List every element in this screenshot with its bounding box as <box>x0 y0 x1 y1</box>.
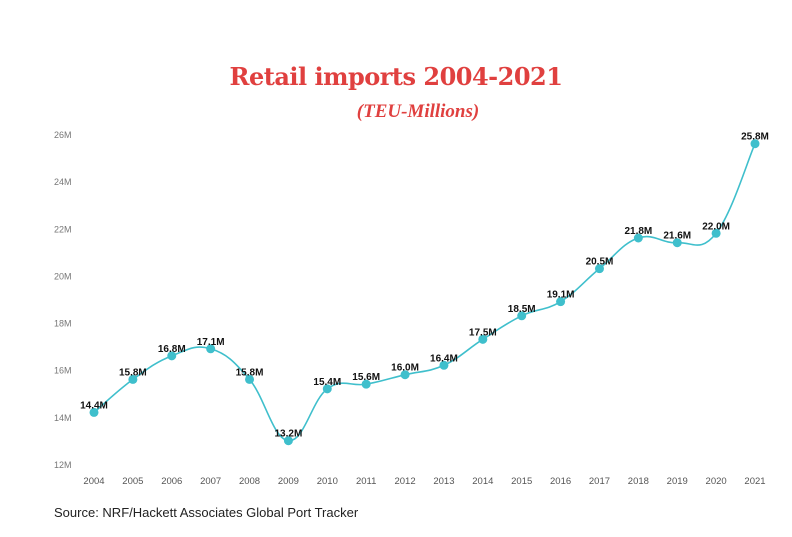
x-tick-label: 2004 <box>83 476 104 487</box>
data-label: 15.4M <box>313 377 341 388</box>
data-point <box>517 311 527 321</box>
x-tick-label: 2021 <box>744 476 765 487</box>
y-tick-label: 26M <box>54 130 72 140</box>
data-point <box>167 351 177 361</box>
data-label: 21.8M <box>624 226 652 237</box>
x-tick-label: 2008 <box>239 476 260 487</box>
data-point <box>478 334 488 344</box>
data-label: 15.6M <box>352 372 380 383</box>
data-label: 25.8M <box>741 132 769 143</box>
data-point <box>361 379 371 389</box>
data-point <box>633 233 643 243</box>
data-point <box>322 384 332 394</box>
data-label: 15.8M <box>236 367 264 378</box>
data-label: 21.6M <box>663 231 691 242</box>
x-tick-label: 2014 <box>472 476 493 487</box>
x-tick-label: 2013 <box>433 476 454 487</box>
data-label: 17.1M <box>197 337 225 348</box>
x-tick-label: 2015 <box>511 476 532 487</box>
data-label: 16.0M <box>391 363 419 374</box>
data-point <box>400 370 410 380</box>
data-point <box>556 297 566 307</box>
data-label: 14.4M <box>80 400 108 411</box>
data-label: 20.5M <box>586 257 614 268</box>
x-tick-label: 2019 <box>667 476 688 487</box>
data-point <box>594 264 604 274</box>
data-label: 22.0M <box>702 221 730 232</box>
x-tick-label: 2005 <box>122 476 143 487</box>
y-tick-label: 16M <box>54 366 72 376</box>
y-tick-label: 20M <box>54 271 72 281</box>
data-point <box>128 374 138 384</box>
data-label: 18.5M <box>508 304 536 315</box>
x-tick-label: 2006 <box>161 476 182 487</box>
data-label: 15.8M <box>119 367 147 378</box>
data-point <box>206 344 216 354</box>
x-tick-label: 2020 <box>706 476 727 487</box>
y-tick-label: 18M <box>54 319 72 329</box>
data-point <box>283 436 293 446</box>
series-line <box>93 143 756 442</box>
data-point <box>711 228 721 238</box>
x-tick-label: 2009 <box>278 476 299 487</box>
data-point <box>439 360 449 370</box>
y-tick-label: 24M <box>54 177 72 187</box>
data-label: 16.8M <box>158 344 186 355</box>
x-tick-label: 2018 <box>628 476 649 487</box>
y-tick-label: 14M <box>54 413 72 423</box>
data-label: 13.2M <box>275 429 303 440</box>
x-tick-label: 2012 <box>394 476 415 487</box>
x-tick-label: 2007 <box>200 476 221 487</box>
x-tick-label: 2016 <box>550 476 571 487</box>
data-label: 19.1M <box>547 290 575 301</box>
data-point <box>89 407 99 417</box>
data-point <box>750 139 760 149</box>
y-tick-label: 12M <box>54 460 72 470</box>
x-tick-label: 2017 <box>589 476 610 487</box>
chart-subtitle: (TEU-Millions) <box>356 101 480 122</box>
x-tick-label: 2010 <box>317 476 338 487</box>
data-label: 17.5M <box>469 327 497 338</box>
data-label: 16.4M <box>430 353 458 364</box>
chart-title: Retail imports 2004-2021 <box>229 62 563 91</box>
source-note: Source: NRF/Hackett Associates Global Po… <box>54 505 359 520</box>
data-point <box>245 374 255 384</box>
data-point <box>672 238 682 248</box>
x-tick-label: 2011 <box>356 476 376 487</box>
y-tick-label: 22M <box>54 224 72 234</box>
